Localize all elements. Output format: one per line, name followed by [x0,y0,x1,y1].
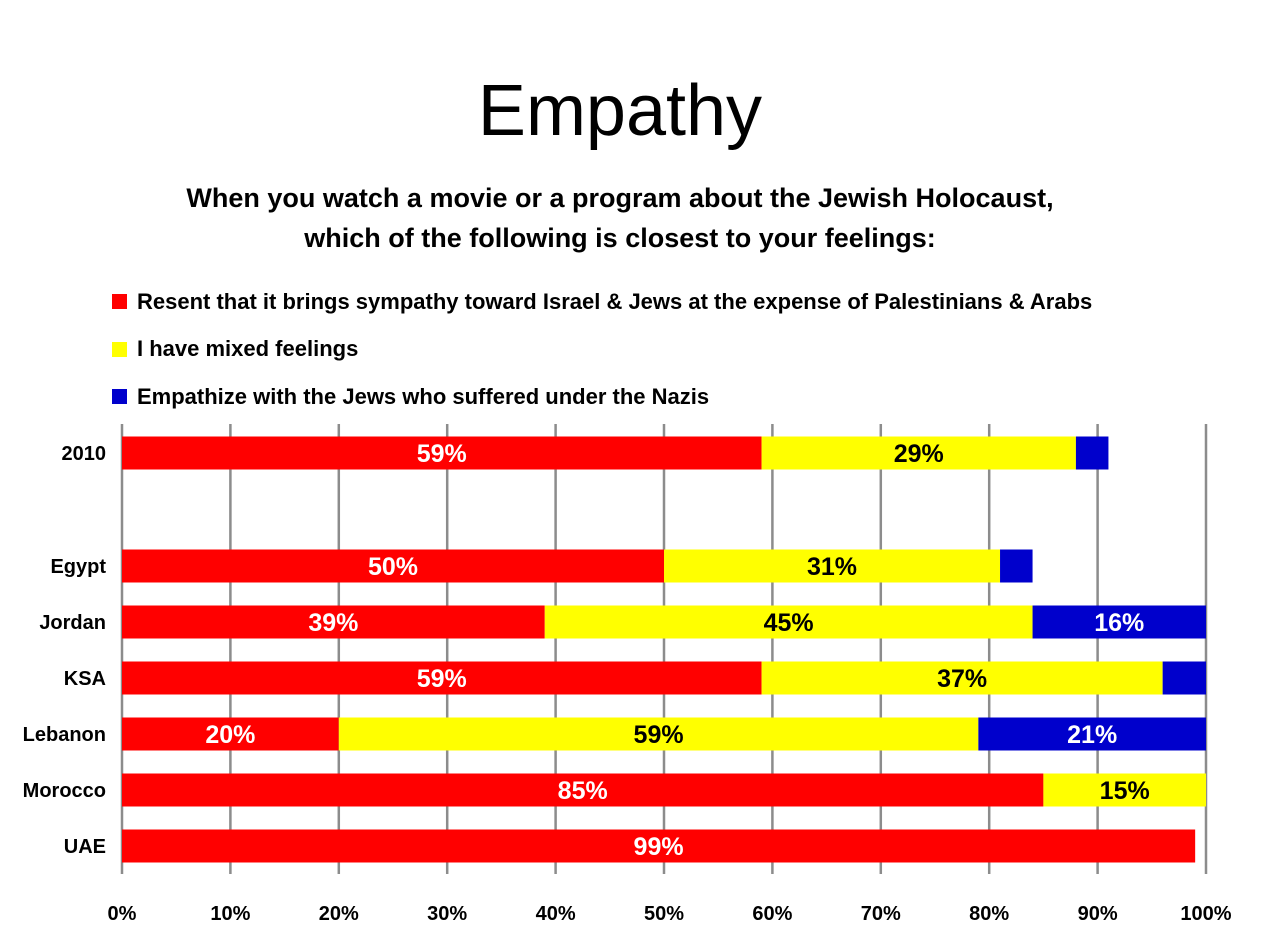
bar-segment [761,661,1163,695]
bar-segment [1032,605,1206,639]
x-tick-label: 90% [1078,903,1118,925]
bar-segment [664,549,1001,583]
bar-segment [1000,549,1033,583]
x-tick-label: 50% [644,903,684,925]
legend-swatch-red [112,294,127,310]
category-label: UAE [64,836,106,858]
x-tick-label: 10% [210,903,250,925]
bar-segment [1075,436,1109,470]
bar-segment [122,829,1196,863]
data-label: 59% [417,440,467,468]
legend-swatch-blue [112,389,127,405]
x-tick-label: 70% [861,903,901,925]
data-label: 37% [937,665,987,693]
category-label: Morocco [23,780,106,802]
data-label: 21% [1067,721,1117,749]
legend-item-mixed: I have mixed feelings [112,326,1092,374]
x-tick-label: 20% [319,903,359,925]
data-label: 50% [368,553,418,581]
chart-subtitle: When you watch a movie or a program abou… [0,178,1240,258]
x-tick-label: 100% [1180,903,1231,925]
subtitle-line-2: which of the following is closest to you… [304,223,936,253]
data-label: 15% [1100,777,1150,805]
data-label: 16% [1094,609,1144,637]
data-label: 29% [894,440,944,468]
data-label: 31% [807,553,857,581]
bar-segment [338,717,979,751]
category-label: Jordan [39,612,106,634]
x-tick-label: 80% [969,903,1009,925]
legend-label-resent: Resent that it brings sympathy toward Is… [137,288,1093,314]
category-label: Egypt [50,556,106,578]
x-tick-label: 40% [536,903,576,925]
category-label: Lebanon [23,724,106,746]
x-tick-label: 30% [427,903,467,925]
legend-item-resent: Resent that it brings sympathy toward Is… [112,278,1092,326]
bar-segment [761,436,1076,470]
legend-label-mixed: I have mixed feelings [137,336,359,362]
category-label: 2010 [62,443,107,465]
subtitle-line-1: When you watch a movie or a program abou… [186,183,1054,213]
data-label: 85% [558,777,608,805]
x-tick-label: 0% [108,903,137,925]
data-label: 20% [205,721,255,749]
bar-segment [122,436,762,470]
bar-segment [122,549,664,583]
legend: Resent that it brings sympathy toward Is… [112,278,1092,421]
bar-segment [122,605,545,639]
legend-item-empathize: Empathize with the Jews who suffered und… [112,373,1092,421]
bar-segment [122,661,762,695]
bar-segment [122,773,1044,807]
data-label: 45% [764,609,814,637]
chart-title: Empathy [477,71,763,151]
data-label: 59% [417,665,467,693]
bar-segment [1162,661,1206,695]
data-label: 39% [308,609,358,637]
x-tick-label: 60% [752,903,792,925]
legend-swatch-yellow [112,341,127,357]
data-label: 59% [634,721,684,749]
bar-segment [1043,773,1206,807]
legend-label-empathize: Empathize with the Jews who suffered und… [137,383,710,409]
bar-segment [122,717,339,751]
bar-segment [978,717,1206,751]
category-label: KSA [64,668,106,690]
data-label: 99% [634,833,684,861]
bar-segment [544,605,1033,639]
